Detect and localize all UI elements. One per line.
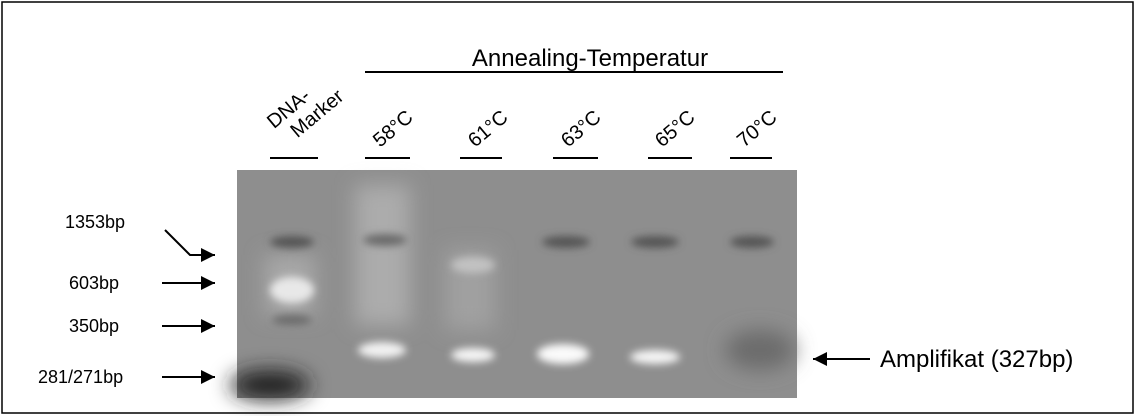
size-label: 1353bp (65, 212, 125, 232)
page: Annealing-Temperatur DNA- Marker 58°C 61… (0, 0, 1136, 416)
gel-background (237, 170, 797, 398)
annotation: Amplifikat (327bp) (880, 346, 1073, 373)
gel (230, 170, 797, 400)
title: Annealing-Temperatur (472, 45, 708, 72)
figure: Annealing-Temperatur DNA- Marker 58°C 61… (0, 0, 1136, 416)
size-label: 281/271bp (38, 367, 123, 387)
size-label: 603bp (69, 273, 119, 293)
size-label: 350bp (69, 316, 119, 336)
